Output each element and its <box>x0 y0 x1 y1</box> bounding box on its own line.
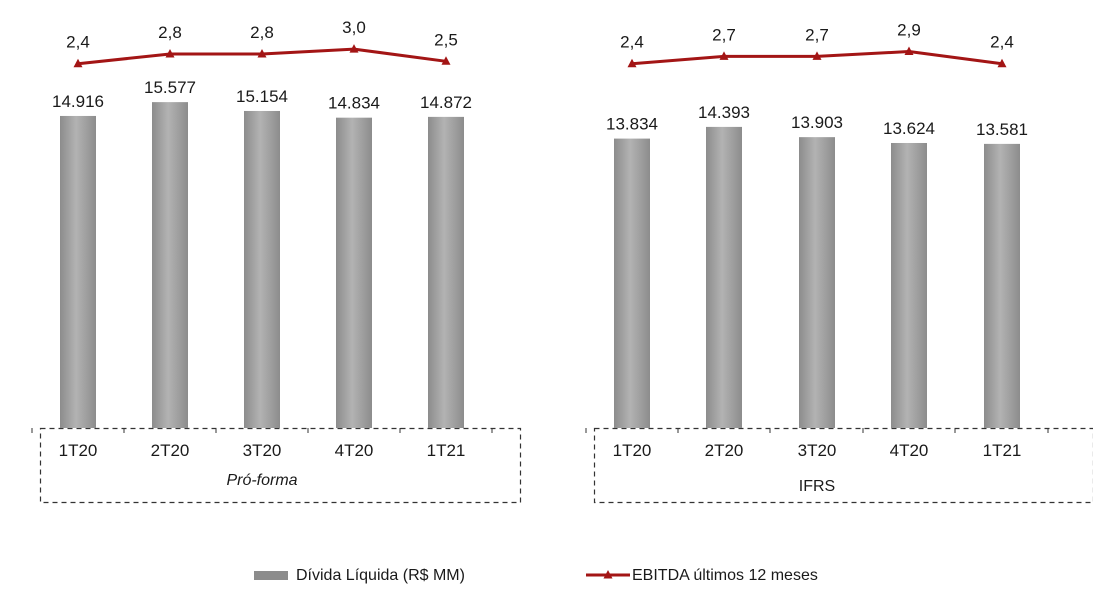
line-point <box>627 58 637 68</box>
bar <box>152 102 188 429</box>
category-tick-label: 4T20 <box>335 441 374 460</box>
line-value-label: 2,8 <box>158 23 182 42</box>
line-point <box>165 48 175 58</box>
category-tick-label: 2T20 <box>705 441 744 460</box>
legend-label-bar: Dívida Líquida (R$ MM) <box>296 567 465 584</box>
bar-value-label: 13.903 <box>791 113 843 132</box>
bar <box>336 117 372 428</box>
bar <box>706 126 742 428</box>
line-value-label: 2,4 <box>990 33 1014 52</box>
category-tick-label: 1T21 <box>983 441 1022 460</box>
line-value-label: 2,4 <box>66 33 90 52</box>
line-point <box>73 58 83 68</box>
line-point <box>904 46 914 56</box>
bar <box>614 138 650 428</box>
bar-value-label: 14.916 <box>52 92 104 111</box>
bar-value-label: 14.872 <box>420 93 472 112</box>
legend-triangle-marker <box>603 570 613 579</box>
line-value-label: 2,4 <box>620 33 644 52</box>
bar-value-label: 14.834 <box>328 94 380 113</box>
bar-value-label: 15.577 <box>144 78 196 97</box>
line-value-label: 3,0 <box>342 18 366 37</box>
bar <box>984 143 1020 428</box>
line-point <box>997 58 1007 68</box>
category-box <box>39 427 522 504</box>
group-label: IFRS <box>799 478 835 495</box>
bar <box>244 110 280 428</box>
bar-value-label: 15.154 <box>236 87 288 106</box>
line-value-label: 2,7 <box>805 25 829 44</box>
group-0: 14.916 15.577 15.154 14.834 14.872 1T20 2T20 3T… <box>31 18 522 504</box>
line-point <box>257 48 267 58</box>
category-tick-label: 2T20 <box>151 441 190 460</box>
bar <box>799 137 835 429</box>
bar-value-label: 14.393 <box>698 103 750 122</box>
legend-bar-swatch <box>254 571 288 580</box>
line-value-label: 2,7 <box>712 25 736 44</box>
line-point <box>441 56 451 65</box>
legend: Dívida Líquida (R$ MM) EBITDA últimos 12 … <box>254 567 818 584</box>
legend-label-line: EBITDA últimos 12 meses <box>632 567 818 584</box>
bar-value-label: 13.581 <box>976 120 1028 139</box>
category-box <box>593 427 1093 504</box>
category-tick-label: 3T20 <box>798 441 837 460</box>
line-value-label: 2,5 <box>434 30 458 49</box>
line-point <box>349 44 359 53</box>
plot-area: 14.916 15.577 15.154 14.834 14.872 1T20 2T20 3T… <box>31 18 1093 504</box>
line-point <box>719 51 729 60</box>
category-tick-label: 1T20 <box>59 441 98 460</box>
group-label: Pró-forma <box>226 472 297 489</box>
line-point <box>812 51 822 60</box>
category-tick-label: 1T21 <box>427 441 466 460</box>
bar <box>891 142 927 429</box>
bar-value-label: 13.624 <box>883 119 935 138</box>
line-value-label: 2,8 <box>250 23 274 42</box>
group-1: 13.834 14.393 13.903 13.624 13.581 1T20 2T20 3T… <box>585 21 1093 504</box>
bar-value-label: 13.834 <box>606 115 658 134</box>
line-value-label: 2,9 <box>897 21 921 40</box>
bar <box>60 115 96 429</box>
category-tick-label: 4T20 <box>890 441 929 460</box>
category-tick-label: 3T20 <box>243 441 282 460</box>
category-tick-label: 1T20 <box>613 441 652 460</box>
bar <box>428 116 464 429</box>
